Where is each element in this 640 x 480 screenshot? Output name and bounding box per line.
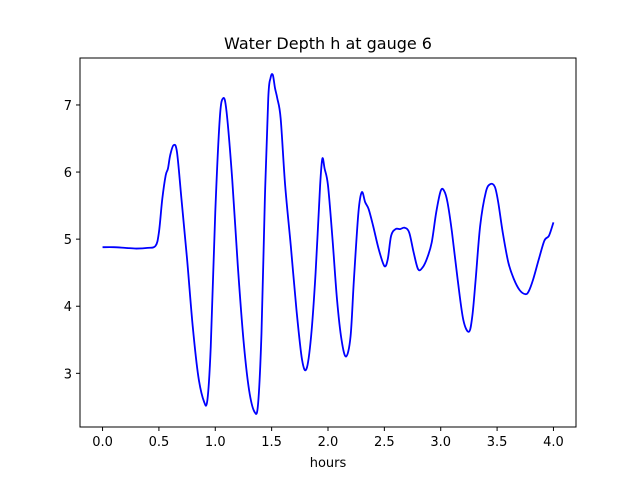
- y-tick-label: 6: [64, 166, 72, 181]
- y-axis-ticks: 3 4 5 6 7: [64, 99, 80, 382]
- x-tick-label: 3.0: [430, 435, 451, 450]
- plot-area: [80, 58, 576, 427]
- x-tick-label: 3.5: [487, 435, 508, 450]
- y-tick-label: 3: [64, 367, 72, 382]
- x-tick-label: 2.0: [318, 435, 339, 450]
- y-tick-label: 7: [64, 99, 72, 114]
- x-tick-label: 0.5: [149, 435, 170, 450]
- chart-title: Water Depth h at gauge 6: [224, 34, 432, 53]
- plot-frame: [79, 57, 577, 428]
- water-depth-line: [102, 73, 555, 415]
- x-tick-label: 1.0: [205, 435, 226, 450]
- y-tick-label: 5: [64, 233, 72, 248]
- x-tick-label: 1.5: [261, 435, 282, 450]
- x-tick-label: 2.5: [374, 435, 395, 450]
- x-tick-label: 4.0: [543, 435, 564, 450]
- y-tick-label: 4: [64, 300, 72, 315]
- x-axis-label: hours: [310, 456, 347, 471]
- x-axis-ticks: 0.0 0.5 1.0 1.5 2.0 2.5 3.0 3.5 4.0: [92, 427, 564, 450]
- x-tick-label: 0.0: [92, 435, 113, 450]
- series-layer: [102, 73, 555, 415]
